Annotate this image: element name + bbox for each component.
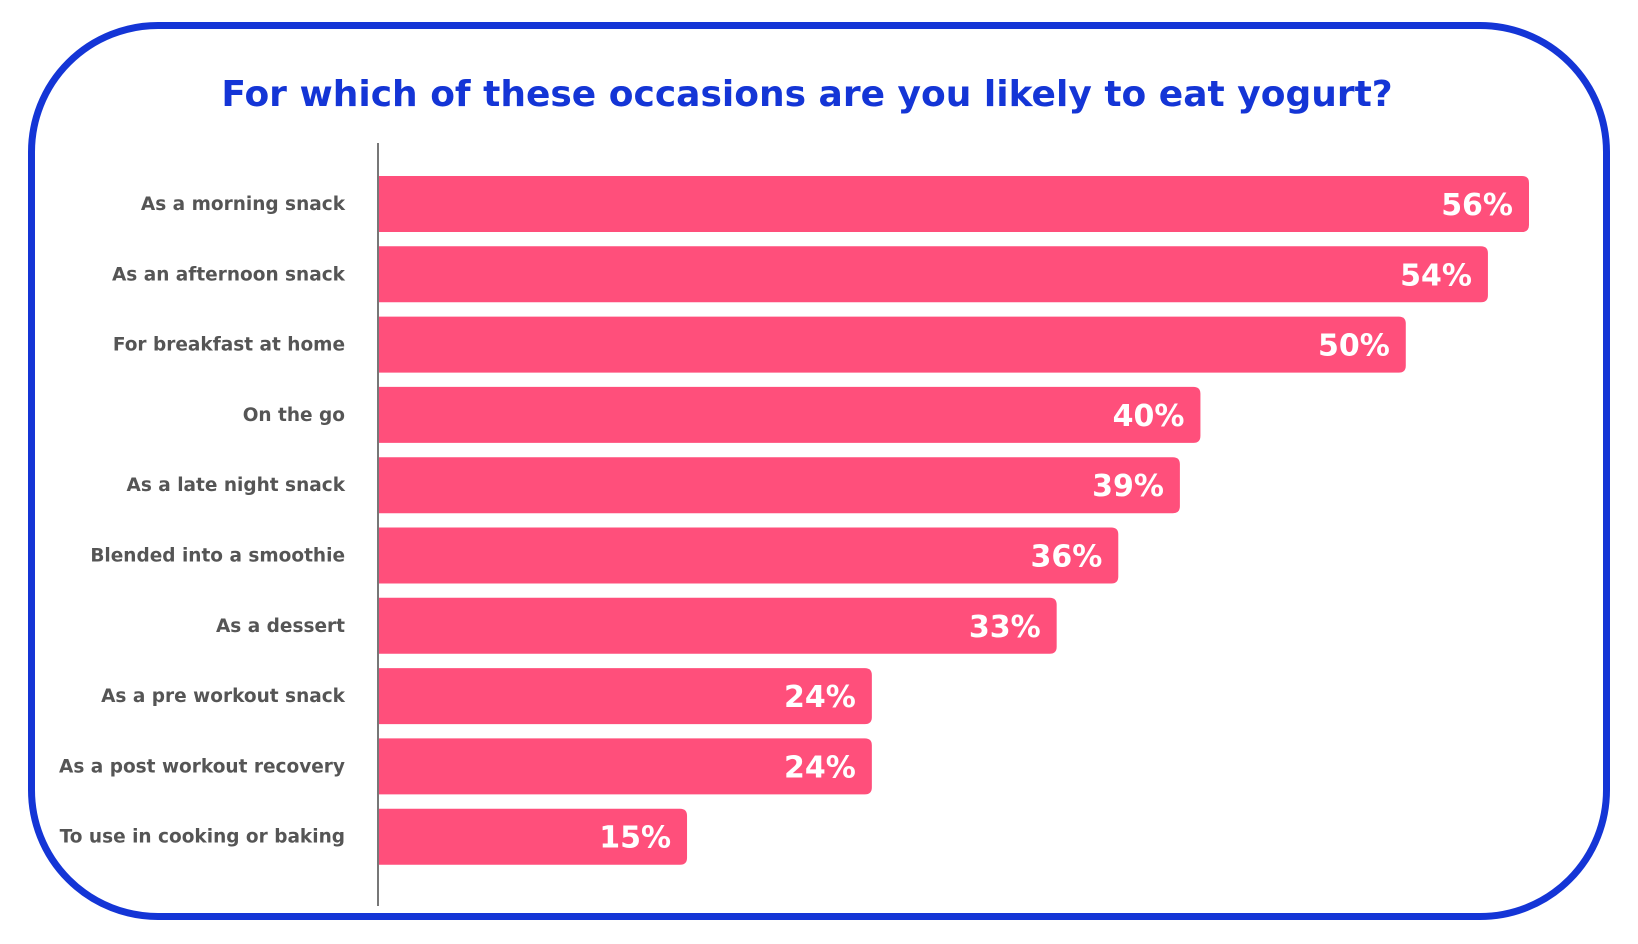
category-label: As an afternoon snack xyxy=(112,264,346,285)
bar-value-label: 24% xyxy=(784,750,856,785)
chart-title: For which of these occasions are you lik… xyxy=(221,74,1393,115)
bar-value-label: 36% xyxy=(1030,540,1102,575)
bar xyxy=(379,386,1201,443)
bar-value-label: 56% xyxy=(1441,188,1513,223)
bar-value-label: 50% xyxy=(1318,329,1390,364)
bar xyxy=(379,738,872,795)
category-label: As a pre workout snack xyxy=(101,686,346,707)
bar xyxy=(379,597,1057,654)
bar-value-label: 54% xyxy=(1400,258,1472,293)
bar xyxy=(379,176,1529,232)
category-label: As a late night snack xyxy=(127,475,346,496)
bar xyxy=(379,316,1406,373)
category-label: For breakfast at home xyxy=(113,335,345,356)
category-label: On the go xyxy=(243,405,345,426)
bar xyxy=(379,527,1119,584)
bar-value-label: 39% xyxy=(1092,469,1164,504)
bar xyxy=(379,457,1180,514)
category-label: Blended into a smoothie xyxy=(90,546,345,567)
bar xyxy=(379,668,872,725)
bar-value-label: 33% xyxy=(969,610,1041,645)
category-label: As a dessert xyxy=(216,616,345,637)
bar-value-label: 15% xyxy=(599,821,671,856)
bar xyxy=(379,246,1488,303)
bar xyxy=(379,808,688,865)
category-label: As a morning snack xyxy=(141,194,346,215)
bar-value-label: 40% xyxy=(1113,399,1185,434)
category-label: As a post workout recovery xyxy=(59,756,345,777)
bar-value-label: 24% xyxy=(784,680,856,715)
category-label: To use in cooking or baking xyxy=(60,827,345,848)
